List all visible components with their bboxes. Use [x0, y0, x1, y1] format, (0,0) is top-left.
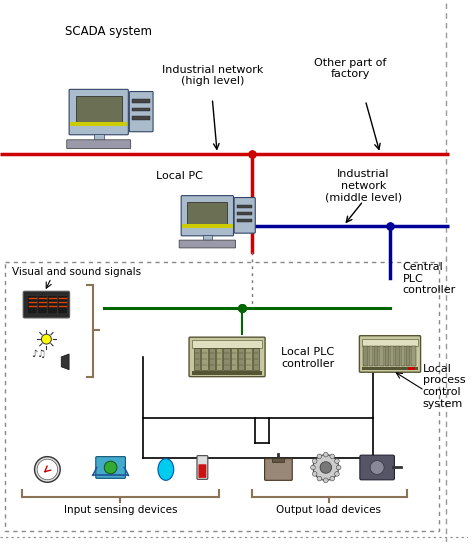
- Text: Other part of
factory: Other part of factory: [314, 58, 387, 80]
- FancyBboxPatch shape: [96, 457, 126, 479]
- FancyBboxPatch shape: [37, 295, 47, 314]
- Bar: [237, 220, 252, 222]
- FancyBboxPatch shape: [27, 295, 37, 314]
- FancyBboxPatch shape: [189, 337, 265, 377]
- Bar: [273, 458, 284, 462]
- Circle shape: [104, 461, 117, 474]
- Bar: [237, 204, 252, 208]
- Text: Industrial network
(high level): Industrial network (high level): [162, 65, 263, 86]
- Text: Visual and sound signals: Visual and sound signals: [12, 267, 141, 277]
- Circle shape: [320, 462, 332, 473]
- Bar: [76, 96, 122, 123]
- Ellipse shape: [158, 458, 174, 480]
- Circle shape: [335, 459, 339, 463]
- Bar: [70, 122, 128, 126]
- Circle shape: [317, 454, 322, 459]
- Text: ♪♫: ♪♫: [32, 349, 46, 359]
- FancyBboxPatch shape: [23, 291, 70, 318]
- Bar: [238, 348, 245, 370]
- Bar: [192, 340, 262, 348]
- FancyBboxPatch shape: [234, 197, 255, 233]
- Text: Local PLC
controller: Local PLC controller: [282, 347, 335, 368]
- FancyBboxPatch shape: [264, 458, 292, 480]
- FancyBboxPatch shape: [199, 464, 206, 478]
- Circle shape: [323, 452, 328, 457]
- Bar: [253, 348, 259, 370]
- FancyBboxPatch shape: [359, 336, 420, 372]
- Circle shape: [323, 478, 328, 483]
- Bar: [133, 99, 150, 103]
- Bar: [187, 202, 228, 225]
- Circle shape: [335, 471, 339, 476]
- Bar: [401, 347, 405, 366]
- Circle shape: [310, 465, 315, 470]
- Bar: [406, 347, 410, 366]
- Bar: [374, 347, 378, 366]
- Text: Input sensing devices: Input sensing devices: [64, 505, 177, 515]
- Bar: [362, 338, 418, 346]
- Circle shape: [317, 476, 322, 481]
- Bar: [182, 224, 233, 228]
- Bar: [379, 347, 383, 366]
- Bar: [411, 347, 416, 366]
- Bar: [364, 347, 368, 366]
- Bar: [133, 108, 150, 111]
- Bar: [231, 348, 237, 370]
- Circle shape: [41, 334, 51, 344]
- Text: Central
PLC
controller: Central PLC controller: [403, 262, 456, 295]
- Bar: [408, 367, 415, 370]
- Circle shape: [337, 465, 341, 470]
- Bar: [201, 348, 208, 370]
- FancyBboxPatch shape: [181, 196, 234, 236]
- Circle shape: [312, 471, 317, 476]
- Text: Local PC: Local PC: [156, 171, 203, 181]
- Circle shape: [312, 459, 317, 463]
- Bar: [209, 348, 215, 370]
- Bar: [237, 212, 252, 215]
- Circle shape: [37, 459, 58, 480]
- Bar: [390, 347, 394, 366]
- Bar: [133, 116, 150, 120]
- FancyBboxPatch shape: [67, 140, 131, 149]
- Bar: [385, 347, 389, 366]
- Text: SCADA system: SCADA system: [65, 25, 152, 38]
- Bar: [93, 134, 104, 140]
- Bar: [362, 367, 418, 370]
- FancyBboxPatch shape: [360, 455, 394, 480]
- FancyBboxPatch shape: [47, 295, 57, 314]
- Text: Output load devices: Output load devices: [276, 505, 381, 515]
- Bar: [194, 348, 201, 370]
- Bar: [203, 235, 212, 240]
- Circle shape: [330, 476, 335, 481]
- Bar: [223, 348, 230, 370]
- Polygon shape: [61, 354, 69, 370]
- FancyBboxPatch shape: [179, 240, 236, 248]
- FancyBboxPatch shape: [57, 295, 67, 314]
- Bar: [192, 371, 262, 375]
- Text: Industrial
network
(middle level): Industrial network (middle level): [325, 169, 402, 203]
- Circle shape: [370, 461, 384, 475]
- FancyBboxPatch shape: [69, 89, 128, 135]
- Circle shape: [330, 454, 335, 459]
- Circle shape: [35, 457, 60, 482]
- Bar: [246, 348, 252, 370]
- Bar: [216, 348, 222, 370]
- Bar: [369, 347, 373, 366]
- Text: Local
process
control
system: Local process control system: [422, 364, 465, 409]
- Circle shape: [313, 455, 338, 480]
- Bar: [395, 347, 400, 366]
- FancyBboxPatch shape: [129, 92, 153, 132]
- FancyBboxPatch shape: [197, 456, 208, 480]
